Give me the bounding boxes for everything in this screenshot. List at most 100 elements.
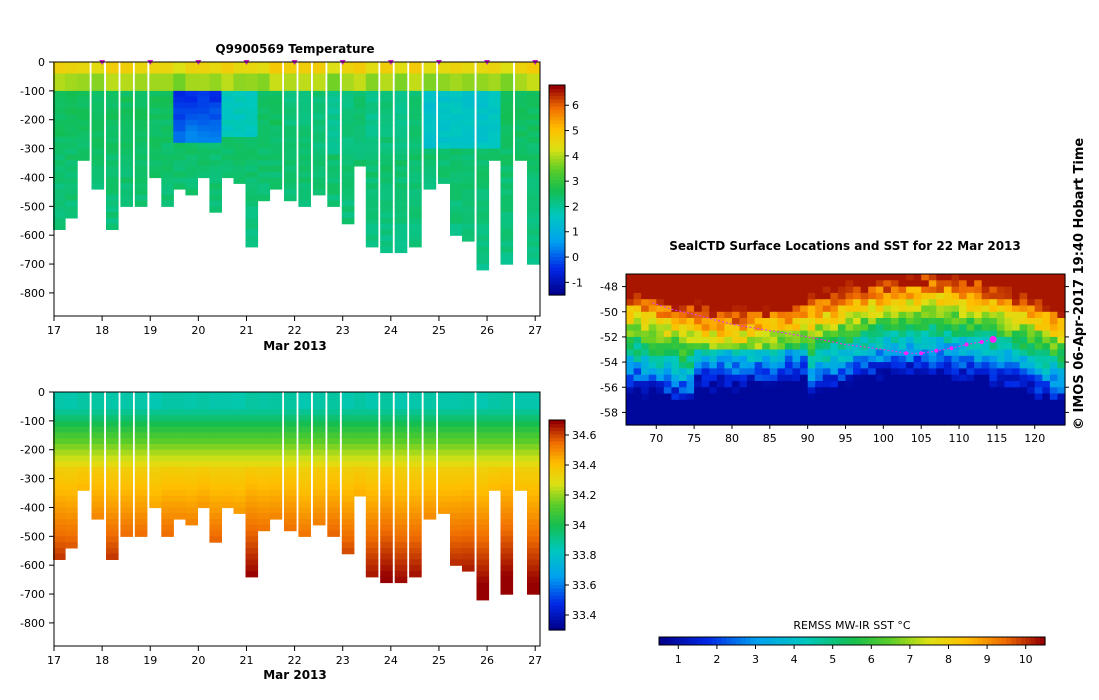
y-tick-label: -800 bbox=[20, 617, 45, 630]
sst-cell bbox=[656, 305, 665, 313]
profile-cell bbox=[269, 495, 283, 503]
profile-cell bbox=[423, 432, 437, 439]
sst-cell bbox=[830, 355, 839, 363]
sst-cell bbox=[898, 406, 907, 413]
profile-cell bbox=[233, 90, 247, 98]
profile-cell bbox=[394, 154, 408, 161]
profile-cell bbox=[197, 444, 210, 451]
profile-cell bbox=[450, 183, 463, 190]
sst-cell bbox=[679, 406, 688, 413]
sst-cell bbox=[686, 318, 695, 325]
profile-cell bbox=[488, 484, 502, 491]
profile-cell bbox=[341, 478, 355, 485]
temperature-section-title: Q9900569 Temperature bbox=[215, 42, 374, 56]
profile-cell bbox=[500, 137, 514, 144]
sst-cell bbox=[875, 406, 884, 413]
profile-cell bbox=[380, 108, 393, 115]
profile-cell bbox=[245, 449, 259, 457]
profile-cell bbox=[312, 519, 326, 526]
sst-cell bbox=[989, 343, 998, 351]
sst-cell bbox=[641, 305, 650, 313]
x-tick-label: 115 bbox=[986, 432, 1007, 445]
colorbar-swatch bbox=[549, 120, 565, 125]
sst-cell bbox=[641, 311, 650, 319]
profile-cell bbox=[462, 62, 475, 69]
colorbar-swatch bbox=[953, 637, 959, 645]
profile-cell bbox=[173, 449, 186, 457]
sst-cell bbox=[754, 343, 763, 351]
sst-cell bbox=[762, 368, 771, 376]
profile-cell bbox=[65, 501, 78, 509]
profile-cell bbox=[500, 519, 514, 526]
profile-cell bbox=[106, 119, 119, 127]
profile-cell bbox=[327, 409, 340, 416]
sst-cell bbox=[853, 280, 862, 288]
profile-cell bbox=[161, 519, 174, 526]
profile-cell bbox=[500, 444, 514, 451]
profile-cell bbox=[462, 171, 475, 179]
sst-cell bbox=[724, 374, 733, 382]
sst-cell bbox=[974, 368, 983, 376]
sst-cell bbox=[860, 336, 869, 344]
profile-cell bbox=[106, 131, 119, 138]
profile-cell bbox=[245, 536, 259, 543]
profile-cell bbox=[409, 102, 422, 109]
profile-cell bbox=[312, 495, 326, 503]
sst-cell bbox=[822, 299, 831, 307]
sst-cell bbox=[898, 286, 907, 294]
profile-cell bbox=[257, 142, 271, 150]
y-tick-label: -600 bbox=[20, 229, 45, 242]
profile-cell bbox=[197, 472, 210, 480]
sst-cell bbox=[769, 280, 778, 288]
profile-cell bbox=[185, 189, 198, 196]
sst-cell bbox=[1012, 374, 1021, 382]
profile-cell bbox=[438, 501, 451, 509]
sst-cell bbox=[928, 286, 937, 294]
profile-cell bbox=[500, 553, 514, 560]
colorbar-tick-label: 34.6 bbox=[572, 429, 597, 442]
profile-cell bbox=[149, 131, 162, 138]
sst-cell bbox=[648, 412, 657, 420]
sst-cell bbox=[1004, 311, 1013, 319]
sst-cell bbox=[830, 311, 839, 319]
profile-cell bbox=[462, 177, 475, 184]
profile-cell bbox=[500, 472, 514, 480]
sst-cell bbox=[648, 311, 657, 319]
sst-cell bbox=[732, 299, 741, 307]
temperature-axes: 17 18 19 20 21 22 23 24 25 26 270-100-200-300-400-… bbox=[20, 56, 542, 337]
profile-cell bbox=[380, 519, 393, 526]
profile-cell bbox=[394, 484, 408, 491]
sst-cell bbox=[701, 343, 710, 351]
sst-cell bbox=[1019, 280, 1028, 288]
sst-cell bbox=[724, 387, 733, 395]
sst-cell bbox=[989, 299, 998, 307]
sst-cell bbox=[739, 355, 748, 363]
colorbar-swatch bbox=[549, 486, 565, 491]
sst-cell bbox=[800, 336, 809, 344]
profile-cell bbox=[245, 200, 259, 207]
sst-cell bbox=[641, 274, 650, 281]
sst-cell bbox=[671, 336, 680, 344]
sst-cell bbox=[1049, 330, 1059, 338]
profile-cell bbox=[106, 449, 119, 457]
sst-cell bbox=[868, 274, 877, 281]
profile-cell bbox=[500, 148, 514, 155]
colorbar-swatch bbox=[707, 637, 713, 645]
sst-cell bbox=[1034, 336, 1043, 344]
profile-cell bbox=[161, 108, 174, 115]
sst-cell bbox=[724, 324, 733, 332]
sst-cell bbox=[936, 412, 945, 420]
sst-cell bbox=[800, 274, 809, 281]
profile-cell bbox=[233, 67, 247, 75]
y-tick-label: -54 bbox=[600, 356, 618, 369]
sst-cell bbox=[936, 381, 945, 388]
sst-cell bbox=[679, 305, 688, 313]
profile-cell bbox=[409, 553, 422, 560]
sst-cell bbox=[792, 349, 801, 357]
colorbar-swatch bbox=[549, 479, 565, 484]
sst-cell bbox=[739, 274, 748, 281]
sst-cell bbox=[747, 336, 756, 344]
profile-cell bbox=[209, 420, 222, 428]
sst-cell bbox=[732, 305, 741, 313]
sst-cell bbox=[762, 330, 771, 338]
